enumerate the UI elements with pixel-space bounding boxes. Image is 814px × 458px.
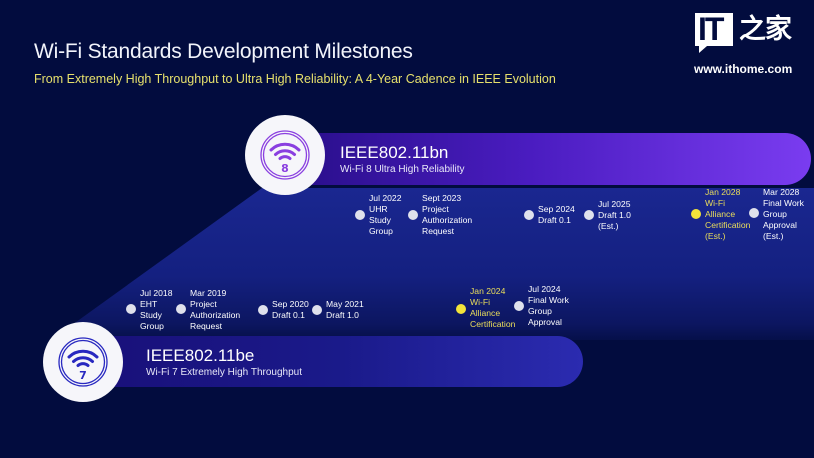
milestone-dot — [176, 304, 186, 314]
logo-speech-tail — [699, 46, 707, 53]
milestone-dot — [514, 301, 524, 311]
milestone-wifi7-par: Mar 2019 Project Authorization Request — [176, 288, 240, 332]
milestone-wifi8-draft-1-0: Jul 2025 Draft 1.0 (Est.) — [584, 199, 631, 232]
svg-text:8: 8 — [281, 162, 289, 175]
milestone-wifi8-par: Sept 2023 Project Authorization Request — [408, 193, 472, 237]
wifi8-standard-bar — [300, 133, 811, 185]
milestone-dot — [258, 305, 268, 315]
milestone-dot — [126, 304, 136, 314]
page-subtitle: From Extremely High Throughput to Ultra … — [34, 72, 556, 86]
wifi-8-icon: 8 — [245, 115, 325, 195]
wifi7-standard-name: IEEE802.11be — [146, 346, 255, 365]
ithome-logo: IT 之家 www.ithome.com — [694, 13, 810, 83]
milestone-dot — [584, 210, 594, 220]
wifi-7-icon: 7 — [43, 322, 123, 402]
milestone-wifi8-final-approval: Mar 2028 Final Work Group Approval (Est.… — [749, 187, 804, 242]
milestone-dot — [355, 210, 365, 220]
milestone-wifi7-certification: Jan 2024 Wi-Fi Alliance Certification — [456, 286, 515, 330]
milestone-wifi8-study-group: Jul 2022 UHR Study Group — [355, 193, 402, 237]
milestone-wifi8-draft-0-1: Sep 2024 Draft 0.1 — [524, 204, 575, 226]
milestone-wifi8-certification: Jan 2028 Wi-Fi Alliance Certification (E… — [691, 187, 750, 242]
milestone-dot — [312, 305, 322, 315]
milestone-wifi7-draft-0-1: Sep 2020 Draft 0.1 — [258, 299, 309, 321]
milestone-wifi7-draft-1-0: May 2021 Draft 1.0 — [312, 299, 364, 321]
milestone-dot — [524, 210, 534, 220]
milestone-wifi7-final-approval: Jul 2024 Final Work Group Approval — [514, 284, 569, 328]
page-title: Wi-Fi Standards Development Milestones — [34, 40, 413, 63]
wifi7-standard-bar — [100, 336, 583, 387]
logo-url: www.ithome.com — [694, 62, 793, 76]
milestone-dot — [408, 210, 418, 220]
wifi8-standard-name: IEEE802.11bn — [340, 143, 449, 162]
it-logo-mark: IT — [695, 13, 733, 46]
milestone-dot — [749, 208, 759, 218]
milestone-dot-highlight — [456, 304, 466, 314]
milestone-dot-highlight — [691, 209, 701, 219]
milestone-wifi7-study-group: Jul 2018 EHT Study Group — [126, 288, 173, 332]
wifi8-standard-description: Wi-Fi 8 Ultra High Reliability — [340, 164, 465, 175]
logo-chinese-text: 之家 — [739, 14, 792, 45]
wifi7-standard-description: Wi-Fi 7 Extremely High Throughput — [146, 367, 302, 378]
svg-text:7: 7 — [79, 369, 87, 382]
